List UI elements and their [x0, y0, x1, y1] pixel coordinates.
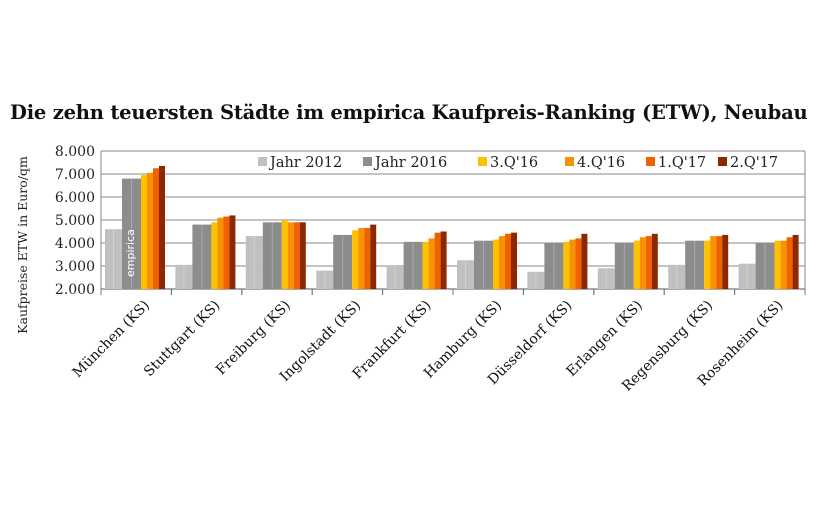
- legend-label: Jahr 2012: [268, 155, 342, 171]
- bar-4-3: [364, 228, 371, 289]
- bar-5-6: [581, 233, 588, 289]
- bar-4-7: [645, 236, 652, 289]
- y-axis-label: Kaufpreise ETW in Euro/qm: [15, 156, 30, 334]
- watermark: empirica: [124, 229, 137, 277]
- legend-label: 2.Q'17: [730, 155, 778, 171]
- bar-4-8: [716, 236, 723, 289]
- bar-4-9: [786, 237, 793, 289]
- bar-4-0: [153, 168, 159, 289]
- bar-2-1: [211, 222, 218, 289]
- legend-label: 3.Q'16: [490, 155, 538, 171]
- bar-5-2: [299, 222, 306, 289]
- bar-5-9: [792, 234, 799, 289]
- legend-swatch: [646, 157, 655, 166]
- legend-label: 4.Q'16: [577, 155, 625, 171]
- bar-5-1: [229, 215, 236, 289]
- bar-2-7: [633, 240, 640, 289]
- y-tick-label: 3.000: [55, 259, 95, 275]
- bar-4-4: [434, 232, 441, 289]
- y-tick-label: 5.000: [55, 213, 95, 229]
- legend-swatch: [718, 157, 727, 166]
- bar-0-2: [245, 236, 263, 289]
- bar-2-2: [281, 220, 288, 289]
- bar-2-0: [141, 175, 147, 289]
- y-tick-label: 2.000: [55, 282, 95, 298]
- bar-0-8: [668, 264, 686, 289]
- bar-1-1: [192, 224, 212, 289]
- y-tick-label: 8.000: [55, 144, 95, 160]
- bar-3-5: [499, 236, 505, 289]
- bar-1-6: [544, 243, 564, 289]
- legend-swatch: [258, 157, 267, 166]
- bar-3-0: [147, 172, 153, 289]
- legend-label: 1.Q'17: [658, 155, 706, 171]
- bar-4-1: [223, 216, 230, 289]
- legend-swatch: [478, 157, 487, 166]
- bar-3-6: [569, 239, 576, 289]
- bar-2-3: [352, 230, 359, 289]
- bar-5-8: [722, 234, 729, 289]
- bar-0-3: [316, 270, 334, 289]
- bar-4-2: [293, 222, 300, 289]
- bar-3-7: [639, 237, 646, 289]
- bar-5-4: [440, 231, 447, 289]
- bar-0-6: [527, 271, 545, 289]
- bar-0-1: [175, 264, 193, 289]
- bar-5-0: [159, 165, 165, 289]
- x-tick-label: Erlangen (KS): [563, 298, 645, 380]
- bar-1-4: [403, 241, 423, 289]
- bar-1-3: [333, 234, 353, 289]
- bar-1-5: [474, 240, 493, 289]
- y-tick-label: 7.000: [55, 167, 95, 183]
- chart-title: Die zehn teuersten Städte im empirica Ka…: [10, 101, 808, 124]
- bar-2-9: [774, 240, 781, 289]
- bar-4-6: [575, 238, 582, 289]
- bar-4-5: [505, 233, 511, 289]
- x-tick-label: Stuttgart (KS): [141, 298, 223, 380]
- bar-3-2: [287, 222, 294, 289]
- bar-5-5: [511, 232, 517, 289]
- legend-swatch: [363, 157, 372, 166]
- legend-label: Jahr 2016: [373, 155, 447, 171]
- bar-5-7: [651, 233, 658, 289]
- bar-1-7: [614, 243, 634, 289]
- bar-3-8: [710, 236, 717, 289]
- bar-2-8: [704, 240, 711, 289]
- bar-1-8: [685, 240, 705, 289]
- bar-2-6: [563, 241, 570, 289]
- bar-0-0: [105, 229, 122, 289]
- bar-0-5: [457, 260, 474, 289]
- bar-0-9: [738, 263, 756, 289]
- x-tick-label: Freiburg (KS): [213, 298, 294, 379]
- bar-1-2: [262, 222, 282, 289]
- bar-2-4: [422, 241, 429, 289]
- bar-3-4: [428, 238, 435, 289]
- bar-2-5: [493, 239, 499, 289]
- bar-5-3: [370, 224, 377, 289]
- y-tick-label: 6.000: [55, 190, 95, 206]
- y-tick-label: 4.000: [55, 236, 95, 252]
- bar-3-9: [780, 240, 787, 289]
- bar-1-0: [122, 178, 141, 289]
- bar-0-4: [386, 266, 404, 289]
- bar-0-7: [597, 268, 615, 289]
- legend-swatch: [565, 157, 574, 166]
- bar-3-3: [358, 228, 365, 289]
- bar-1-9: [755, 243, 775, 289]
- bar-3-1: [217, 217, 224, 289]
